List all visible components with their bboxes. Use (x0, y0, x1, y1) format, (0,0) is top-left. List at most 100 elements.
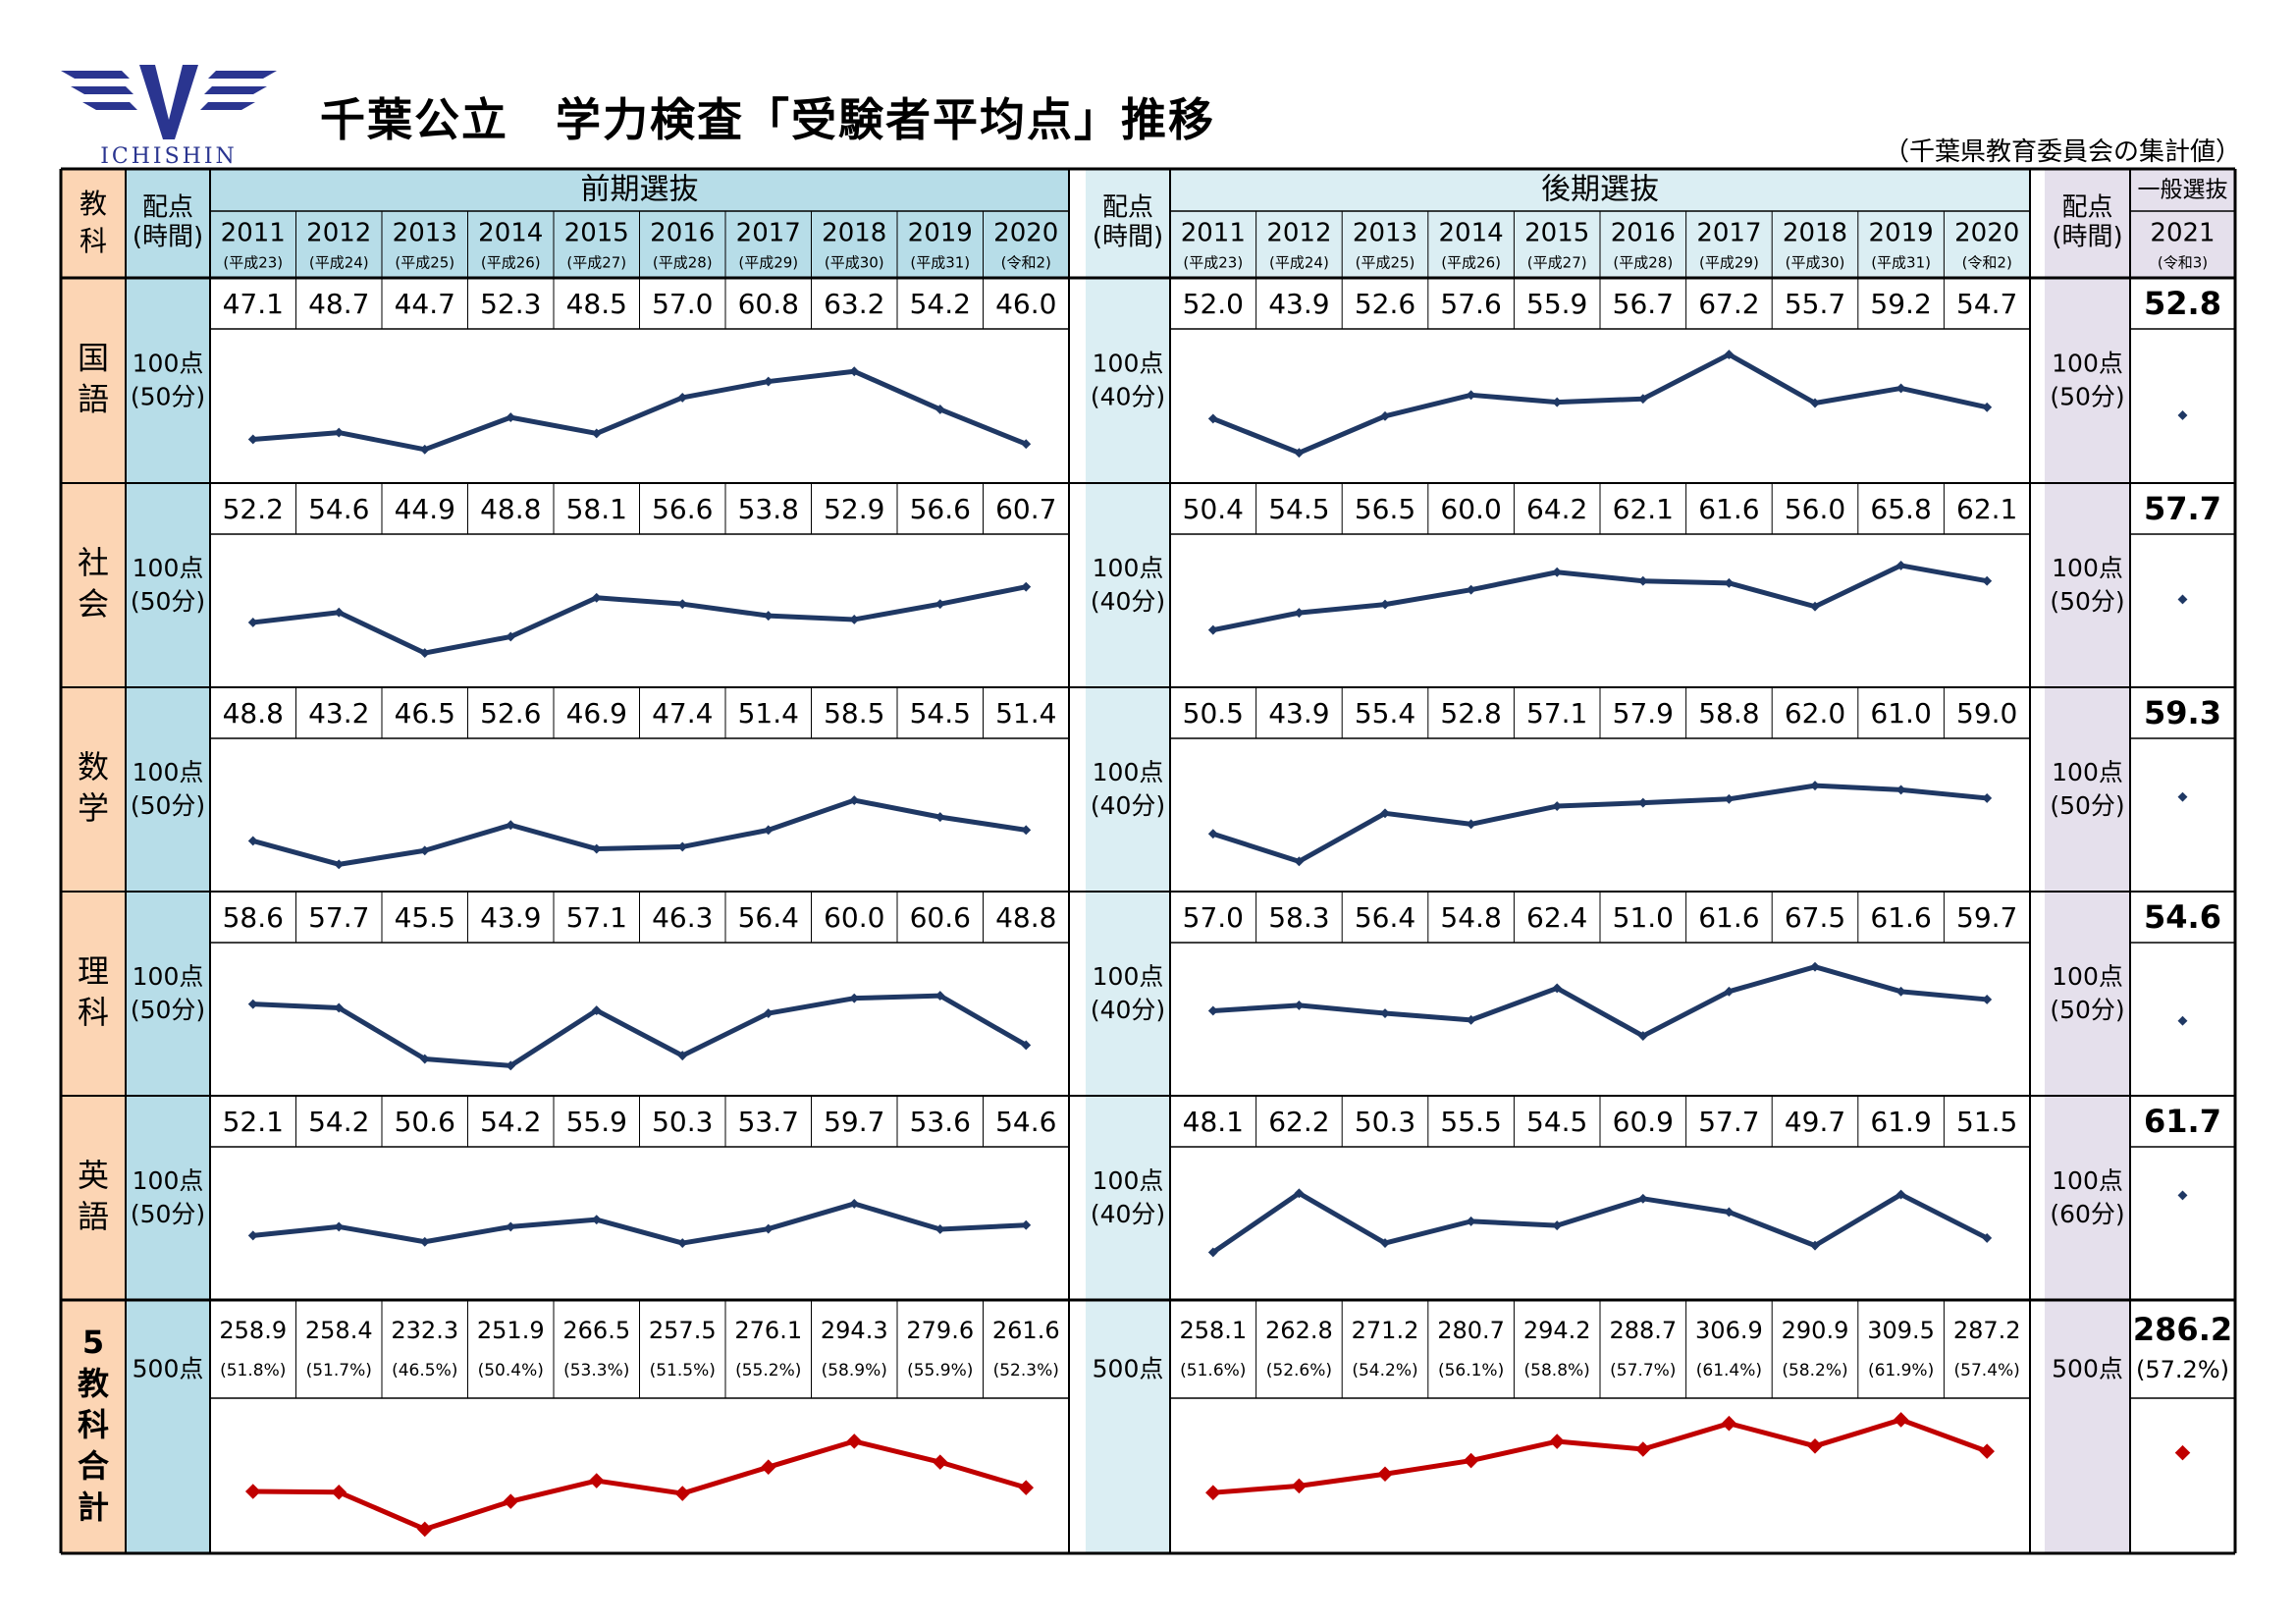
header-early-bg (126, 169, 1069, 278)
early-percent: (55.2%) (735, 1361, 801, 1380)
late-value: 61.6 (1870, 901, 1931, 934)
era-label: (平成23) (223, 254, 283, 272)
header-subject-bg (61, 169, 126, 278)
header-late-label: 後期選抜 (1541, 173, 1659, 207)
early-series-point (674, 1486, 691, 1501)
year-label: 2020 (993, 219, 1058, 248)
era-label: (平成30) (825, 254, 884, 272)
early-value: 48.7 (308, 288, 369, 320)
year-label: 2015 (564, 219, 629, 248)
general-point (2177, 594, 2188, 605)
early-series-point (934, 599, 945, 610)
early-value: 276.1 (734, 1317, 802, 1344)
allocation-points: 100点 (1093, 350, 1164, 378)
early-series-point (506, 820, 516, 831)
late-series-line (1212, 563, 1988, 633)
late-value: 60.0 (1440, 493, 1501, 525)
early-series-point (247, 434, 258, 445)
allocation-time: (50分) (2050, 383, 2124, 411)
era-label: (平成23) (1183, 254, 1243, 272)
year-label: 2012 (1266, 219, 1331, 248)
late-series-point (1207, 413, 1218, 424)
early-series-point (506, 412, 516, 423)
late-series-point (1807, 1438, 1823, 1454)
late-series-point (1207, 829, 1218, 839)
logo-text: ICHISHIN (100, 144, 238, 169)
late-value: 59.2 (1870, 288, 1931, 320)
early-series-point (849, 615, 860, 624)
early-series-point (934, 1224, 945, 1234)
late-series-line (1212, 964, 1988, 1039)
late-series-point (1207, 624, 1218, 635)
allocation-time: (40分) (1091, 587, 1165, 616)
allocation-points: 100点 (133, 1166, 204, 1195)
early-series-point (591, 843, 602, 854)
early-series-point (419, 444, 430, 455)
late-value: 49.7 (1785, 1106, 1845, 1138)
early-value: 54.2 (480, 1106, 541, 1138)
general-point (2177, 1190, 2188, 1201)
year-label: 2015 (1524, 219, 1589, 248)
late-percent: (52.6%) (1266, 1361, 1332, 1380)
late-series-point (1982, 1232, 1993, 1243)
year-label: 2014 (478, 219, 543, 248)
late-series-point (1637, 575, 1648, 586)
early-series-point (244, 1484, 261, 1499)
year-label: 2021 (2150, 219, 2215, 248)
late-series-point (1637, 394, 1648, 405)
year-label: 2012 (306, 219, 371, 248)
wing-emblem-icon (61, 65, 277, 139)
early-series-point (934, 812, 945, 823)
header-subject-label: 科 (80, 225, 107, 257)
late-value: 306.9 (1695, 1317, 1763, 1344)
early-value: 52.2 (223, 493, 284, 525)
allocation-points: 100点 (133, 554, 204, 582)
early-value: 54.5 (910, 697, 971, 730)
header-late-bg (1086, 169, 2030, 278)
late-value: 55.9 (1526, 288, 1587, 320)
year-label: 2017 (736, 219, 801, 248)
late-value: 271.2 (1352, 1317, 1419, 1344)
general-value: 59.3 (2144, 694, 2221, 731)
late-series-point (1721, 1415, 1737, 1432)
late-series-point (1896, 986, 1906, 997)
subject-label: 語 (78, 1198, 109, 1235)
late-value: 258.1 (1179, 1317, 1247, 1344)
year-label: 2019 (1869, 219, 1934, 248)
allocation-time: (50分) (131, 383, 205, 411)
late-value: 52.0 (1183, 288, 1244, 320)
late-value: 294.2 (1523, 1317, 1591, 1344)
late-series-point (1896, 785, 1906, 795)
allocation-time: (40分) (1091, 1200, 1165, 1228)
late-value: 62.4 (1526, 901, 1587, 934)
early-series-point (932, 1454, 948, 1470)
header-time-label: (時間) (2052, 223, 2122, 252)
early-value: 51.4 (995, 697, 1056, 730)
late-series-point (1982, 402, 1993, 412)
subject-label-total: 5 (82, 1324, 104, 1361)
year-label: 2013 (1353, 219, 1417, 248)
late-value: 67.2 (1698, 288, 1759, 320)
late-value: 61.6 (1698, 493, 1759, 525)
early-value: 60.0 (824, 901, 884, 934)
year-label: 2011 (221, 219, 286, 248)
early-series-point (419, 1236, 430, 1247)
early-percent: (51.7%) (306, 1361, 372, 1380)
late-value: 55.7 (1785, 288, 1845, 320)
early-value: 46.0 (995, 288, 1056, 320)
early-series-point (1021, 1219, 1032, 1230)
general-value: 57.7 (2144, 490, 2221, 527)
early-series-point (506, 1060, 516, 1071)
era-label: (平成26) (481, 254, 541, 272)
late-series-point (1979, 1443, 1995, 1459)
late-series-point (1637, 1031, 1648, 1042)
early-series-line (252, 1438, 1027, 1532)
late-series-point (1810, 1240, 1820, 1251)
allocation-points: 100点 (2052, 350, 2123, 378)
early-value: 43.9 (480, 901, 541, 934)
era-label: (平成24) (309, 254, 369, 272)
late-alloc-bg (1086, 278, 1170, 1553)
late-series-point (1294, 856, 1305, 867)
early-value: 294.3 (821, 1317, 888, 1344)
early-value: 48.8 (480, 493, 541, 525)
